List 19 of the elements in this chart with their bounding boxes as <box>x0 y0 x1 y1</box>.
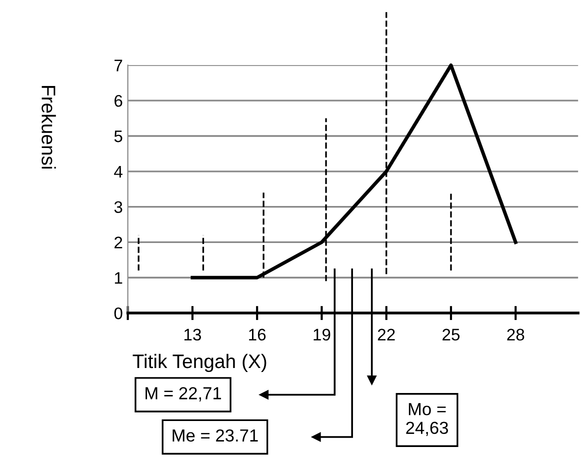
y-tick-label: 5 <box>114 130 122 142</box>
y-tick-label: 7 <box>114 60 122 72</box>
x-tick-label: 28 <box>507 328 524 341</box>
text: M = 22,71 <box>146 387 222 402</box>
y-tick-label: 3 <box>114 201 122 214</box>
x-axis-title: Titik Tengah (X) <box>132 354 266 372</box>
y-tick-label: 6 <box>114 94 122 107</box>
y-tick-label: 1 <box>114 272 122 284</box>
x-tick-label: 25 <box>442 328 460 341</box>
y-tick-label: 2 <box>114 236 122 248</box>
text: Mo = 24,63 <box>406 403 448 436</box>
x-tick-label: 22 <box>378 328 395 340</box>
x-tick-label: 19 <box>314 328 330 341</box>
x-tick-label: 16 <box>249 328 266 341</box>
y-axis-title: Frekuensi <box>42 86 56 169</box>
y-tick-label: 4 <box>114 166 122 178</box>
text: Me = 23.71 <box>172 429 258 442</box>
x-tick-label: 13 <box>184 328 201 341</box>
y-tick-label: 0 <box>114 307 122 320</box>
